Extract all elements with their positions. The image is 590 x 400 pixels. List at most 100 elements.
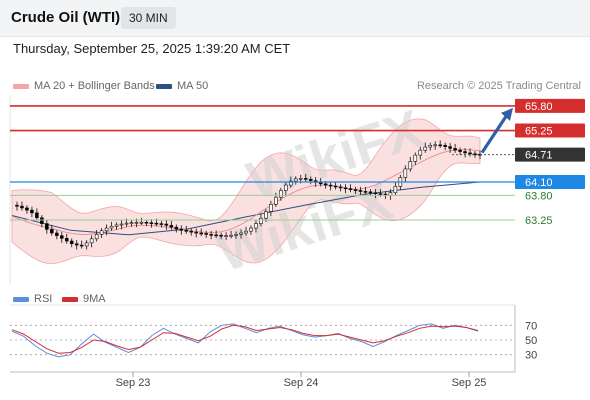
legend-rsi: RSI xyxy=(13,293,52,305)
ma50-label: MA 50 xyxy=(177,80,209,92)
candle xyxy=(164,223,169,226)
candle xyxy=(234,234,238,236)
candle xyxy=(194,231,199,234)
forecast-arrow-head xyxy=(501,107,513,121)
candle xyxy=(254,223,258,229)
candle xyxy=(303,178,308,180)
level-label-box xyxy=(515,123,585,138)
rsi-tick-label: 30 xyxy=(525,350,537,362)
chart-header: Crude Oil (WTI) 30 MIN xyxy=(0,0,590,37)
level-label: 63.80 xyxy=(525,190,553,202)
interval-badge[interactable]: 30 MIN xyxy=(121,7,176,29)
candle xyxy=(453,148,457,151)
candle xyxy=(279,190,283,198)
candle xyxy=(363,191,368,193)
candle xyxy=(378,193,383,195)
rsi-line xyxy=(11,323,479,358)
candle xyxy=(204,233,208,235)
candle xyxy=(40,217,44,224)
candle xyxy=(219,234,223,237)
level-label-box xyxy=(515,98,585,113)
candle xyxy=(438,144,442,147)
legend-ma50: MA 50 xyxy=(156,80,208,92)
candle xyxy=(443,144,447,147)
candle xyxy=(463,151,467,154)
candle xyxy=(259,217,263,224)
candle xyxy=(179,228,184,231)
candle xyxy=(79,244,84,247)
candle xyxy=(433,144,437,147)
ma50-line xyxy=(11,181,481,236)
time-tick-label: Sep 25 xyxy=(452,377,487,389)
level-label: 63.25 xyxy=(525,215,553,227)
candle xyxy=(45,223,49,230)
candle xyxy=(393,186,398,194)
candle xyxy=(144,221,149,224)
candle xyxy=(408,161,413,170)
candle xyxy=(134,221,139,224)
candle xyxy=(89,238,94,244)
bollinger-middle-line xyxy=(11,149,481,235)
bollinger-band xyxy=(11,118,481,265)
candle xyxy=(229,234,233,237)
level-label-box xyxy=(515,174,585,189)
candle xyxy=(139,221,144,224)
candle xyxy=(55,232,59,236)
candle xyxy=(124,222,129,225)
candle xyxy=(264,211,268,219)
rsi-tick-label: 50 xyxy=(525,335,537,347)
datetime-label: Thursday, September 25, 2025 1:39:20 AM … xyxy=(13,41,291,56)
candle xyxy=(114,224,119,227)
candle xyxy=(418,149,423,156)
candle xyxy=(20,205,24,209)
candle xyxy=(328,184,333,187)
candle xyxy=(249,227,253,232)
candle xyxy=(30,209,34,214)
candle xyxy=(189,230,194,233)
level-label: 65.80 xyxy=(525,101,553,113)
candle xyxy=(318,182,323,185)
bollinger-label: MA 20 + Bollinger Bands xyxy=(34,80,155,92)
candle xyxy=(244,230,248,234)
candle xyxy=(239,232,243,235)
level-label-box xyxy=(515,147,585,162)
candle xyxy=(199,232,203,235)
ma50-swatch xyxy=(156,83,172,89)
candle xyxy=(343,187,348,190)
candle xyxy=(169,225,174,228)
candle xyxy=(184,230,189,232)
ma9-label: 9MA xyxy=(83,293,106,305)
rsi-swatch xyxy=(13,296,29,302)
candle xyxy=(159,223,164,225)
candle xyxy=(413,154,418,162)
candle xyxy=(468,152,472,155)
level-label: 64.71 xyxy=(525,150,553,162)
candle xyxy=(214,234,218,237)
credit-label: Research © 2025 Trading Central xyxy=(416,80,581,92)
candle xyxy=(428,144,433,148)
candle xyxy=(284,184,288,191)
candle xyxy=(338,186,343,189)
candle xyxy=(59,235,64,239)
candle xyxy=(74,243,79,246)
candle xyxy=(293,178,298,182)
candle xyxy=(423,146,428,151)
candle xyxy=(129,222,134,224)
instrument-title: Crude Oil (WTI) xyxy=(11,9,121,26)
candle xyxy=(50,229,54,234)
candle xyxy=(269,204,273,212)
candle xyxy=(308,178,313,181)
candle xyxy=(274,196,278,205)
candle xyxy=(35,212,39,219)
level-label: 65.25 xyxy=(525,126,553,138)
candle xyxy=(358,190,363,192)
candle xyxy=(333,185,338,188)
bollinger-swatch xyxy=(13,83,29,89)
candle xyxy=(99,230,104,235)
candle xyxy=(84,242,89,247)
candle xyxy=(94,234,99,240)
candle xyxy=(373,192,378,195)
rsi-tick-label: 70 xyxy=(525,320,537,332)
candle xyxy=(348,188,353,190)
